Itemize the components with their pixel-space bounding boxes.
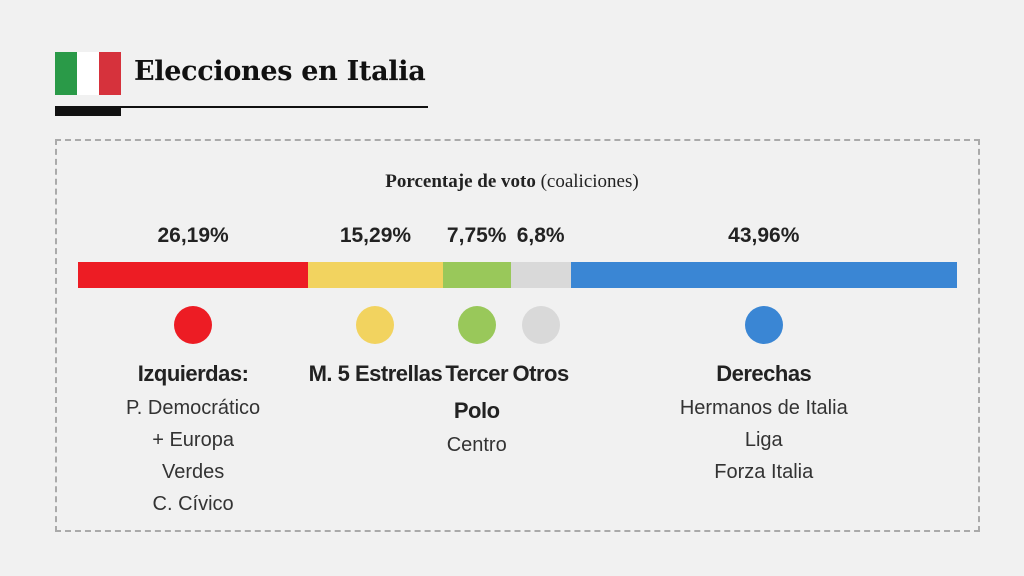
title-rule-accent <box>55 108 121 116</box>
subtitle-note: (coaliciones) <box>540 171 639 192</box>
legend-label: Izquierdas: P. Democrático + Europa Verdes C… <box>78 355 308 520</box>
legend-dot <box>521 306 560 344</box>
legend-dot <box>356 306 395 344</box>
legend-member: Forza Italia <box>714 461 814 483</box>
value-label: 26,19% <box>157 224 229 247</box>
legend-label: M. 5 Estrellas <box>308 355 443 392</box>
legend-name: Izquierdas: <box>137 361 249 386</box>
legend-member: Liga <box>744 429 783 451</box>
bar-segment <box>510 262 571 288</box>
legend-name: Tercer Polo <box>445 361 509 423</box>
title-rule <box>55 106 428 108</box>
legend-dot <box>174 306 213 344</box>
bar-segment <box>570 262 957 288</box>
legend-member: Centro <box>446 434 507 456</box>
legend-name: Otros <box>512 361 570 386</box>
legend-label: Derechas Hermanos de Italia Liga Forza Ital… <box>571 355 957 488</box>
legend-member: + Europa <box>152 429 234 451</box>
value-label: 6,8% <box>516 224 565 247</box>
legend-member: P. Democrático <box>126 397 261 419</box>
legend-label: Otros <box>511 355 571 392</box>
legend-dot <box>744 306 783 344</box>
frame <box>55 139 980 532</box>
bar-segment <box>78 262 309 288</box>
subtitle-main: Porcentaje de voto <box>385 171 536 192</box>
value-label: 7,75% <box>446 224 507 247</box>
legend-member: Verdes <box>161 461 225 483</box>
legend-name: Derechas <box>716 361 812 386</box>
legend-member: Hermanos de Italia <box>679 397 848 419</box>
legend-dot <box>457 306 496 344</box>
bar-segment <box>308 262 443 288</box>
legend-member: C. Cívico <box>152 493 234 515</box>
flag <box>55 52 121 95</box>
legend-name: M. 5 Estrellas <box>308 361 443 386</box>
subtitle: Porcentaje de voto (coaliciones) <box>0 171 1024 193</box>
value-label: 43,96% <box>728 224 800 247</box>
legend-label: Tercer Polo Centro <box>443 355 511 461</box>
bar-segment <box>442 262 511 288</box>
value-label: 15,29% <box>339 224 412 247</box>
chart-title: Elecciones en Italia <box>134 56 426 87</box>
